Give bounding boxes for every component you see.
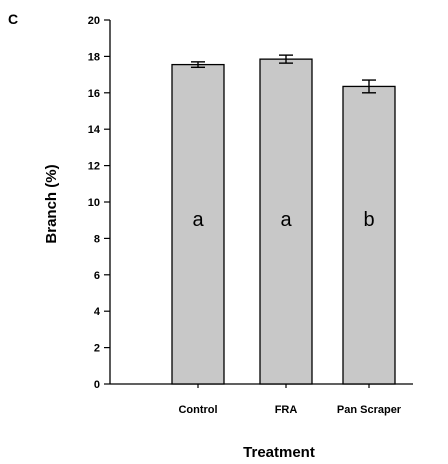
y-tick-label: 16 [88, 88, 100, 100]
x-axis-title: Treatment [243, 444, 315, 461]
x-axis: Control FRA Pan Scraper [110, 383, 413, 416]
significance-letter: a [192, 209, 204, 231]
y-axis: 0 2 4 6 8 10 12 14 16 18 20 [88, 15, 111, 391]
y-tick-label: 6 [94, 270, 100, 282]
significance-letter: a [280, 209, 292, 231]
y-tick-label: 20 [88, 15, 100, 27]
y-tick-label: 0 [94, 379, 100, 391]
y-tick-label: 8 [94, 233, 100, 245]
x-category-label: Control [178, 404, 217, 416]
y-axis-title: Branch (%) [43, 164, 60, 243]
y-tick-label: 14 [88, 124, 101, 136]
y-tick-label: 18 [88, 51, 100, 63]
bar [342, 85, 396, 385]
bar [171, 63, 225, 385]
x-category-label: FRA [275, 404, 298, 416]
bar [259, 58, 313, 385]
significance-letter: b [363, 209, 374, 231]
panel-label: C [8, 11, 18, 27]
y-tick-label: 2 [94, 343, 100, 355]
y-tick-label: 10 [88, 197, 100, 209]
y-tick-label: 4 [94, 306, 101, 318]
y-tick-label: 12 [88, 161, 100, 173]
x-category-label: Pan Scraper [337, 404, 402, 416]
